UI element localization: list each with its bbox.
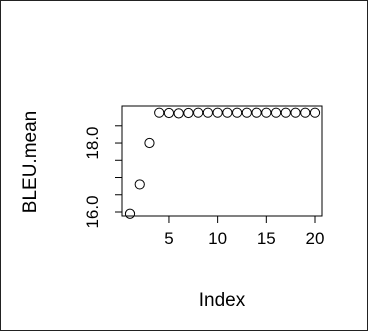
data-point: [251, 107, 262, 118]
data-point: [280, 107, 291, 118]
data-point: [300, 107, 311, 118]
data-point: [309, 107, 321, 118]
data-point: [183, 107, 194, 119]
data-point: [202, 107, 213, 118]
x-tick-label: 10: [208, 229, 227, 248]
data-point: [154, 107, 165, 118]
data-point: [193, 107, 204, 118]
x-tick-label: 5: [164, 229, 173, 248]
data-point: [144, 137, 155, 149]
y-axis-label: BLEU.mean: [20, 111, 41, 213]
data-point: [241, 107, 252, 118]
data-point: [134, 179, 145, 190]
data-point: [261, 107, 272, 118]
x-axis: 5 10 15 20: [164, 216, 324, 248]
data-point: [222, 107, 233, 118]
x-axis-label: Index: [199, 290, 246, 311]
data-point: [270, 107, 282, 118]
data-point: [290, 107, 301, 118]
x-tick-label: 15: [257, 229, 276, 248]
data-point: [173, 108, 184, 119]
data-points: [124, 107, 321, 219]
y-tick-label: 18.0: [83, 126, 102, 159]
data-point: [212, 107, 223, 118]
data-point: [124, 208, 136, 219]
plot-area-box: [121, 105, 323, 217]
y-axis: 16.0 18.0: [83, 125, 122, 229]
x-tick-label: 20: [306, 229, 325, 248]
data-point: [163, 107, 175, 119]
data-point: [232, 107, 243, 118]
y-tick-label: 16.0: [83, 195, 102, 228]
